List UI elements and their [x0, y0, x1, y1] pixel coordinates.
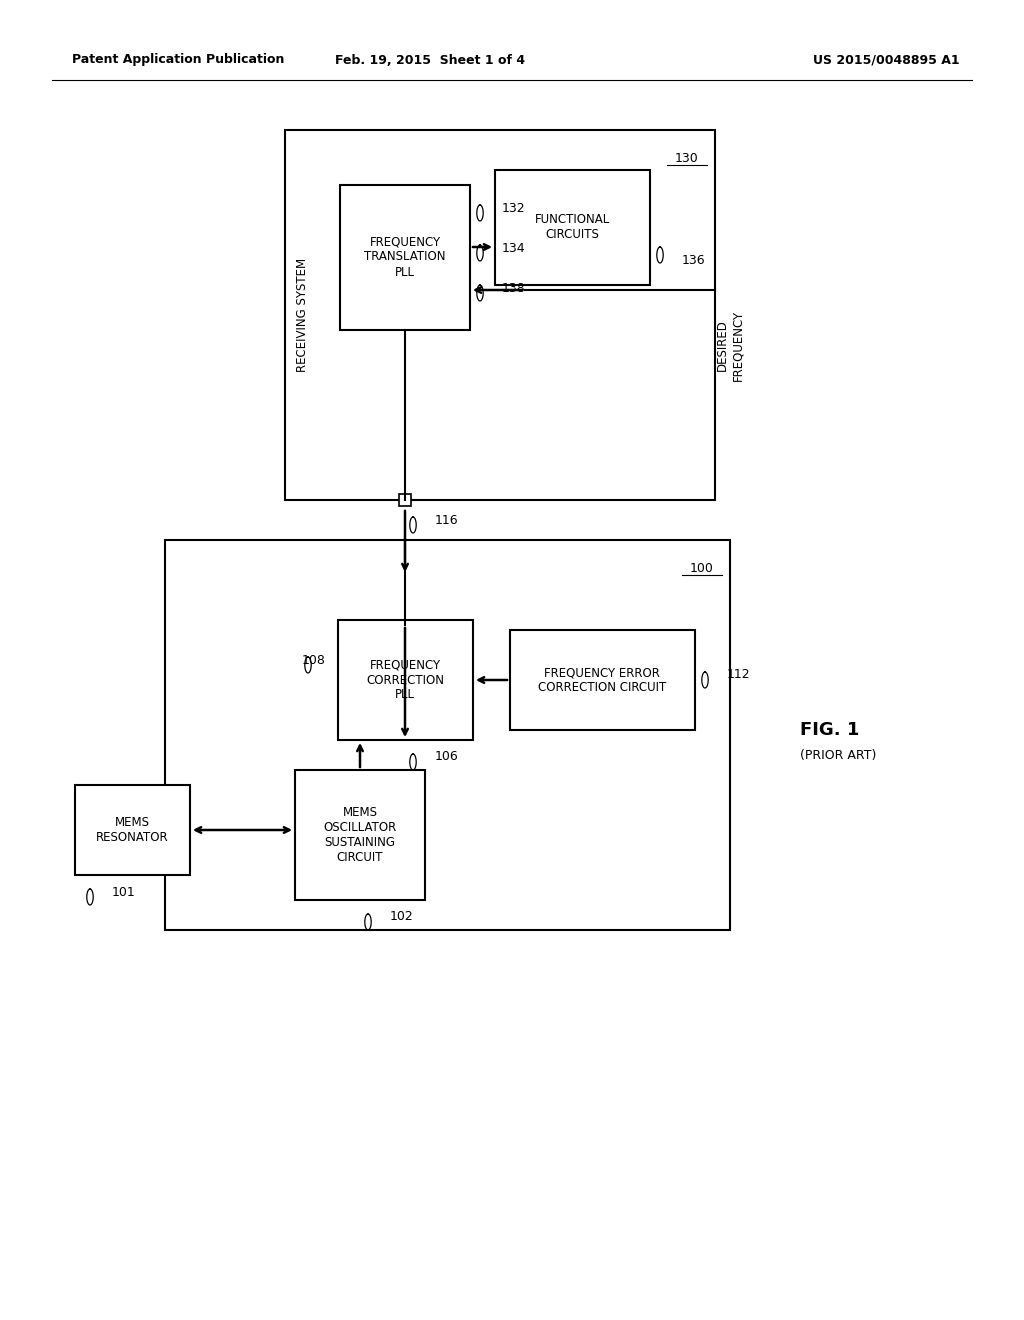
Text: 130: 130	[675, 152, 698, 165]
Bar	[495, 170, 650, 285]
Text: DESIRED
FREQUENCY: DESIRED FREQUENCY	[716, 309, 744, 380]
Text: 102: 102	[390, 911, 414, 924]
Text: Feb. 19, 2015  Sheet 1 of 4: Feb. 19, 2015 Sheet 1 of 4	[335, 54, 525, 66]
Bar	[399, 494, 411, 506]
Text: (PRIOR ART): (PRIOR ART)	[800, 748, 877, 762]
Text: FREQUENCY
CORRECTION
PLL: FREQUENCY CORRECTION PLL	[366, 659, 444, 701]
Text: MEMS
RESONATOR: MEMS RESONATOR	[95, 816, 168, 843]
Bar	[165, 540, 730, 931]
Text: 112: 112	[727, 668, 751, 681]
Text: FIG. 1: FIG. 1	[800, 721, 859, 739]
Text: FREQUENCY
TRANSLATION
PLL: FREQUENCY TRANSLATION PLL	[365, 235, 445, 279]
Text: FUNCTIONAL
CIRCUITS: FUNCTIONAL CIRCUITS	[535, 213, 609, 242]
Bar	[338, 620, 473, 741]
Bar	[295, 770, 425, 900]
Text: MEMS
OSCILLATOR
SUSTAINING
CIRCUIT: MEMS OSCILLATOR SUSTAINING CIRCUIT	[324, 807, 396, 865]
Text: RECEIVING SYSTEM: RECEIVING SYSTEM	[297, 257, 309, 372]
Text: 136: 136	[682, 253, 706, 267]
Text: 132: 132	[502, 202, 525, 214]
Text: 138: 138	[502, 281, 525, 294]
Text: Patent Application Publication: Patent Application Publication	[72, 54, 285, 66]
Text: 101: 101	[112, 886, 136, 899]
Bar	[510, 630, 695, 730]
Text: 108: 108	[302, 653, 326, 667]
Text: 106: 106	[435, 751, 459, 763]
Bar	[75, 785, 190, 875]
Text: US 2015/0048895 A1: US 2015/0048895 A1	[813, 54, 961, 66]
Bar	[285, 129, 715, 500]
Text: 116: 116	[435, 513, 459, 527]
Bar	[340, 185, 470, 330]
Text: 100: 100	[690, 561, 714, 574]
Text: FREQUENCY ERROR
CORRECTION CIRCUIT: FREQUENCY ERROR CORRECTION CIRCUIT	[538, 667, 667, 694]
Text: 134: 134	[502, 242, 525, 255]
